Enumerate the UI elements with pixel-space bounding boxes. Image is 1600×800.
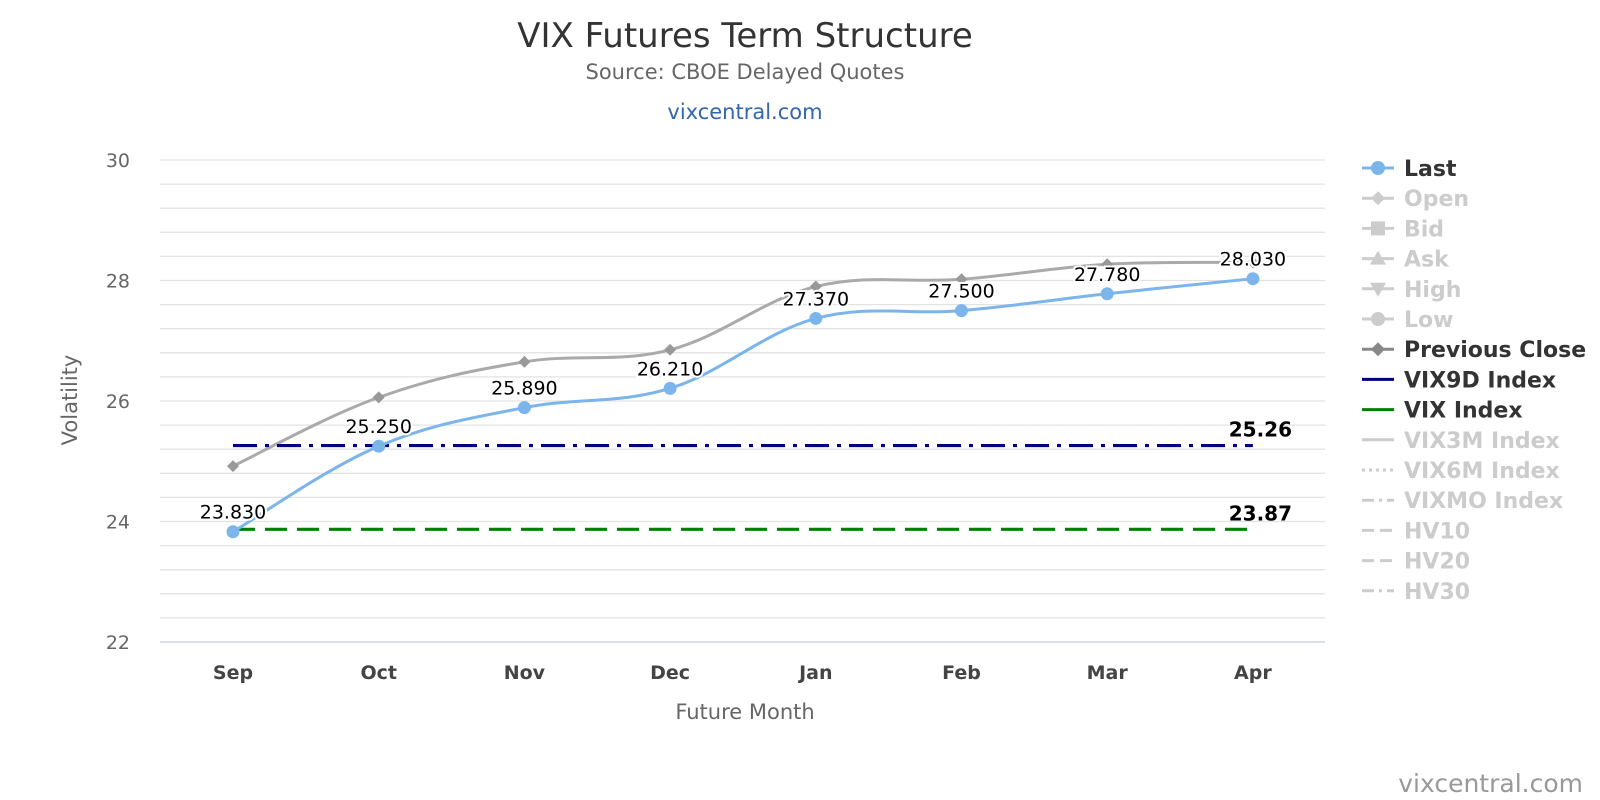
legend-item-vix3m-index[interactable]: VIX3M Index <box>1362 429 1560 454</box>
legend-item-bid[interactable]: Bid <box>1362 217 1444 242</box>
legend-item-hv20[interactable]: HV20 <box>1362 550 1470 575</box>
y-tick-label: 28 <box>106 271 130 293</box>
chart-title: VIX Futures Term Structure <box>517 16 973 56</box>
legend[interactable]: Last Open Bid Ask High Low Previous Close VIX9D… <box>1362 157 1586 605</box>
x-tick-label: Nov <box>504 662 546 684</box>
legend-label: High <box>1404 278 1461 303</box>
legend-label: Previous Close <box>1404 338 1586 363</box>
chart-subtitle: Source: CBOE Delayed Quotes <box>586 60 905 84</box>
x-axis-label: Future Month <box>675 700 814 724</box>
legend-square-icon <box>1371 221 1385 236</box>
last-data-label: 25.250 <box>345 416 411 438</box>
last-data-label: 27.780 <box>1074 264 1140 286</box>
legend-label: HV20 <box>1404 550 1470 575</box>
legend-circle-icon <box>1371 161 1385 175</box>
legend-item-last[interactable]: Last <box>1362 157 1457 182</box>
x-tick-label: Jan <box>797 662 832 684</box>
legend-label: HV30 <box>1404 580 1470 605</box>
x-axis-ticks: Sep Oct Nov Dec Jan Feb Mar Apr <box>213 662 1272 684</box>
last-data-label: 28.030 <box>1220 249 1286 271</box>
legend-label: Last <box>1404 157 1457 182</box>
legend-diamond-icon <box>1371 342 1385 357</box>
last-point[interactable] <box>663 381 677 395</box>
last-data-label: 26.210 <box>637 358 703 380</box>
previous-close-point <box>1246 256 1259 269</box>
last-data-label: 23.830 <box>200 502 266 524</box>
y-tick-label: 26 <box>106 391 130 413</box>
legend-label: VIX3M Index <box>1404 429 1560 454</box>
legend-triangle-down-icon <box>1370 282 1386 297</box>
last-point[interactable] <box>226 525 240 539</box>
legend-item-vix9d-index[interactable]: VIX9D Index <box>1362 368 1556 393</box>
legend-item-vix-index[interactable]: VIX Index <box>1362 399 1523 424</box>
legend-label: Ask <box>1404 248 1450 273</box>
previous-close-point <box>518 355 531 368</box>
legend-item-low[interactable]: Low <box>1362 308 1453 333</box>
legend-label: HV10 <box>1404 519 1470 544</box>
x-tick-label: Oct <box>360 662 397 684</box>
previous-close-point <box>664 343 677 356</box>
last-data-label: 25.890 <box>491 378 557 400</box>
x-tick-label: Sep <box>213 662 253 684</box>
last-point[interactable] <box>372 439 386 453</box>
y-axis-label: Volatility <box>58 355 82 446</box>
legend-item-previous-close[interactable]: Previous Close <box>1362 338 1586 363</box>
legend-diamond-icon <box>1371 191 1385 206</box>
y-axis-ticks: 22 24 26 28 30 <box>106 150 130 654</box>
legend-item-high[interactable]: High <box>1362 278 1461 303</box>
last-point[interactable] <box>955 304 968 318</box>
last-point[interactable] <box>517 401 531 415</box>
x-tick-label: Apr <box>1234 662 1272 684</box>
last-point[interactable] <box>809 311 823 325</box>
legend-item-open[interactable]: Open <box>1362 187 1469 212</box>
legend-item-vixmo-index[interactable]: VIXMO Index <box>1362 489 1563 514</box>
legend-triangle-icon <box>1370 250 1386 265</box>
legend-label: VIXMO Index <box>1404 489 1563 514</box>
legend-label: VIX Index <box>1404 399 1523 424</box>
previous-close-point <box>1101 258 1114 271</box>
legend-item-hv30[interactable]: HV30 <box>1362 580 1470 605</box>
previous-close-point <box>809 280 822 293</box>
last-line <box>232 277 1254 534</box>
y-tick-label: 22 <box>106 632 130 654</box>
legend-item-vix6m-index[interactable]: VIX6M Index <box>1362 459 1560 484</box>
legend-item-ask[interactable]: Ask <box>1362 248 1450 273</box>
source-link[interactable]: vixcentral.com <box>667 100 822 124</box>
credit-text: vixcentral.com <box>1398 769 1583 798</box>
legend-label: VIX6M Index <box>1404 459 1560 484</box>
last-data-label: 27.500 <box>928 281 994 303</box>
last-point[interactable] <box>1100 287 1114 301</box>
last-point[interactable] <box>1246 272 1260 286</box>
x-tick-label: Dec <box>650 662 690 684</box>
vix-value-label: 23.87 <box>1229 501 1292 525</box>
legend-label: Low <box>1404 308 1453 333</box>
x-tick-label: Mar <box>1087 662 1129 684</box>
y-tick-label: 30 <box>106 150 130 172</box>
x-tick-label: Feb <box>942 662 981 684</box>
legend-item-hv10[interactable]: HV10 <box>1362 519 1470 544</box>
legend-label: Bid <box>1404 217 1444 242</box>
previous-close-line <box>232 260 1253 468</box>
last-data-label: 27.370 <box>783 288 849 310</box>
previous-close-point <box>227 460 239 473</box>
y-tick-label: 24 <box>106 512 130 534</box>
previous-close-point <box>955 273 968 286</box>
vix9d-value-label: 25.26 <box>1229 418 1292 442</box>
previous-close-point <box>372 391 385 404</box>
legend-label: VIX9D Index <box>1404 368 1556 393</box>
legend-circle-icon <box>1371 312 1385 326</box>
legend-label: Open <box>1404 187 1469 212</box>
plot-series: 25.26 23.87 23.830 25.250 25.890 26.210 27.370… <box>198 247 1292 539</box>
grid-lines <box>160 159 1325 643</box>
